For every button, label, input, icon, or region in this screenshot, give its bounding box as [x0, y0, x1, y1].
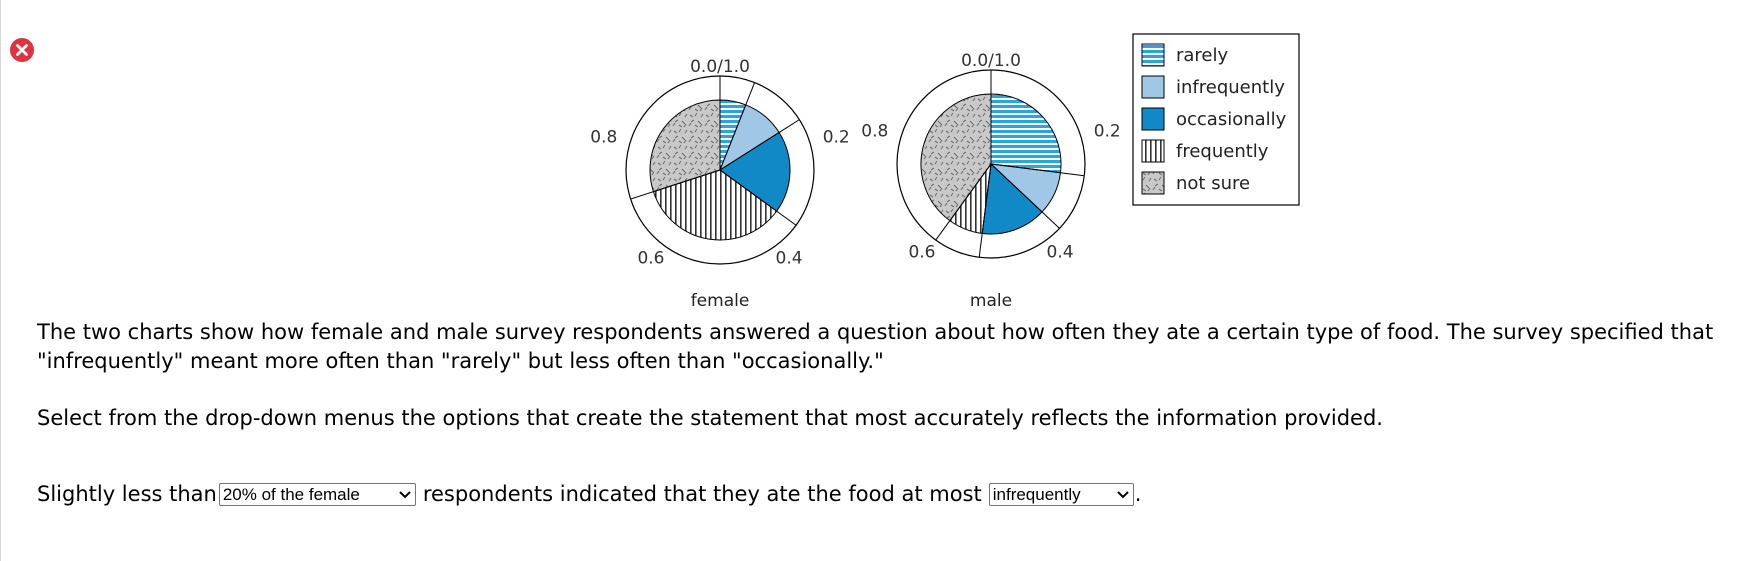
left-border	[0, 0, 1, 561]
ring-label: 0.0/1.0	[961, 51, 1021, 71]
legend-item-occasionally: occasionally	[1141, 107, 1287, 131]
slice-boundary-line	[719, 82, 756, 171]
description-line-1: The two charts show how female and male …	[37, 320, 1714, 344]
chevron-down-icon	[399, 490, 411, 498]
frequency-dropdown[interactable]: infrequently	[988, 483, 1134, 506]
legend-item-rarely: rarely	[1141, 43, 1229, 67]
instruction-text: Select from the drop-down menus the opti…	[37, 406, 1383, 430]
ring-label: 0.6	[637, 248, 664, 268]
pie-slice-male-not-sure	[920, 93, 992, 222]
statement-part-2: respondents indicated that they ate the …	[422, 482, 982, 506]
description-line-2: "infrequently" meant more often than "ra…	[37, 349, 884, 373]
slice-boundary-line	[719, 169, 797, 226]
pie-label-male: male	[970, 291, 1012, 311]
slice-boundary-line	[935, 163, 992, 241]
statement-part-1: Slightly less than	[37, 482, 217, 506]
pie-slice-female-frequently	[652, 169, 778, 241]
pie-chart-male: 0.0/1.0 0.2 0.4 0.6 0.8 male	[861, 51, 1120, 311]
legend-item-frequently: frequently	[1141, 139, 1269, 163]
respondents-dropdown-value: 20% of the female	[222, 485, 360, 504]
legend-swatch	[1141, 107, 1165, 131]
legend-swatch	[1141, 43, 1165, 67]
ring-label: 0.4	[1047, 242, 1074, 262]
ring-label: 0.2	[1094, 122, 1121, 142]
ring-label: 0.8	[861, 122, 888, 142]
description-paragraph: The two charts show how female and male …	[37, 318, 1713, 376]
slice-boundary-line	[630, 169, 721, 200]
frequency-dropdown-value: infrequently	[992, 485, 1081, 504]
ring-label: 0.8	[590, 128, 617, 148]
pie-label-female: female	[691, 291, 750, 311]
legend: rarely infrequently occasionally frequently…	[1132, 33, 1300, 206]
ring-label: 0.6	[908, 242, 935, 262]
legend-label: infrequently	[1176, 77, 1285, 98]
pie-slice-male-rarely	[990, 93, 1062, 174]
slice-boundary-line	[990, 163, 1060, 229]
legend-swatch	[1141, 139, 1165, 163]
legend-label: rarely	[1176, 45, 1229, 66]
legend-label: not sure	[1176, 173, 1250, 194]
slice-boundary-line	[990, 163, 1085, 177]
pie-charts: 0.0/1.00.20.40.60.8female0.0/1.00.20.40.…	[590, 33, 1300, 311]
legend-label: occasionally	[1176, 109, 1287, 130]
ring-label: 0.4	[776, 248, 803, 268]
legend-item-infrequently: infrequently	[1141, 75, 1285, 99]
close-icon[interactable]	[9, 37, 35, 63]
statement-period: .	[1134, 482, 1142, 506]
pie-slice-female-occasionally	[719, 131, 791, 212]
legend-swatch	[1141, 171, 1165, 195]
respondents-dropdown[interactable]: 20% of the female	[218, 483, 416, 506]
statement: Slightly less than 20% of the female res…	[37, 480, 1141, 509]
ring-label: 0.2	[823, 128, 850, 148]
pie-slice-male-occasionally	[981, 162, 1043, 235]
slice-boundary-line	[978, 163, 992, 258]
legend-item-not-sure: not sure	[1141, 171, 1250, 195]
pie-chart-female: 0.0/1.0 0.2 0.4 0.6 0.8 female	[590, 57, 849, 311]
ring-label: 0.0/1.0	[690, 57, 750, 77]
slice-boundary-line	[719, 119, 800, 171]
legend-label: frequently	[1176, 141, 1269, 162]
chevron-down-icon	[1117, 490, 1129, 498]
pie-slice-female-not-sure	[649, 99, 721, 193]
legend-swatch	[1141, 75, 1165, 99]
